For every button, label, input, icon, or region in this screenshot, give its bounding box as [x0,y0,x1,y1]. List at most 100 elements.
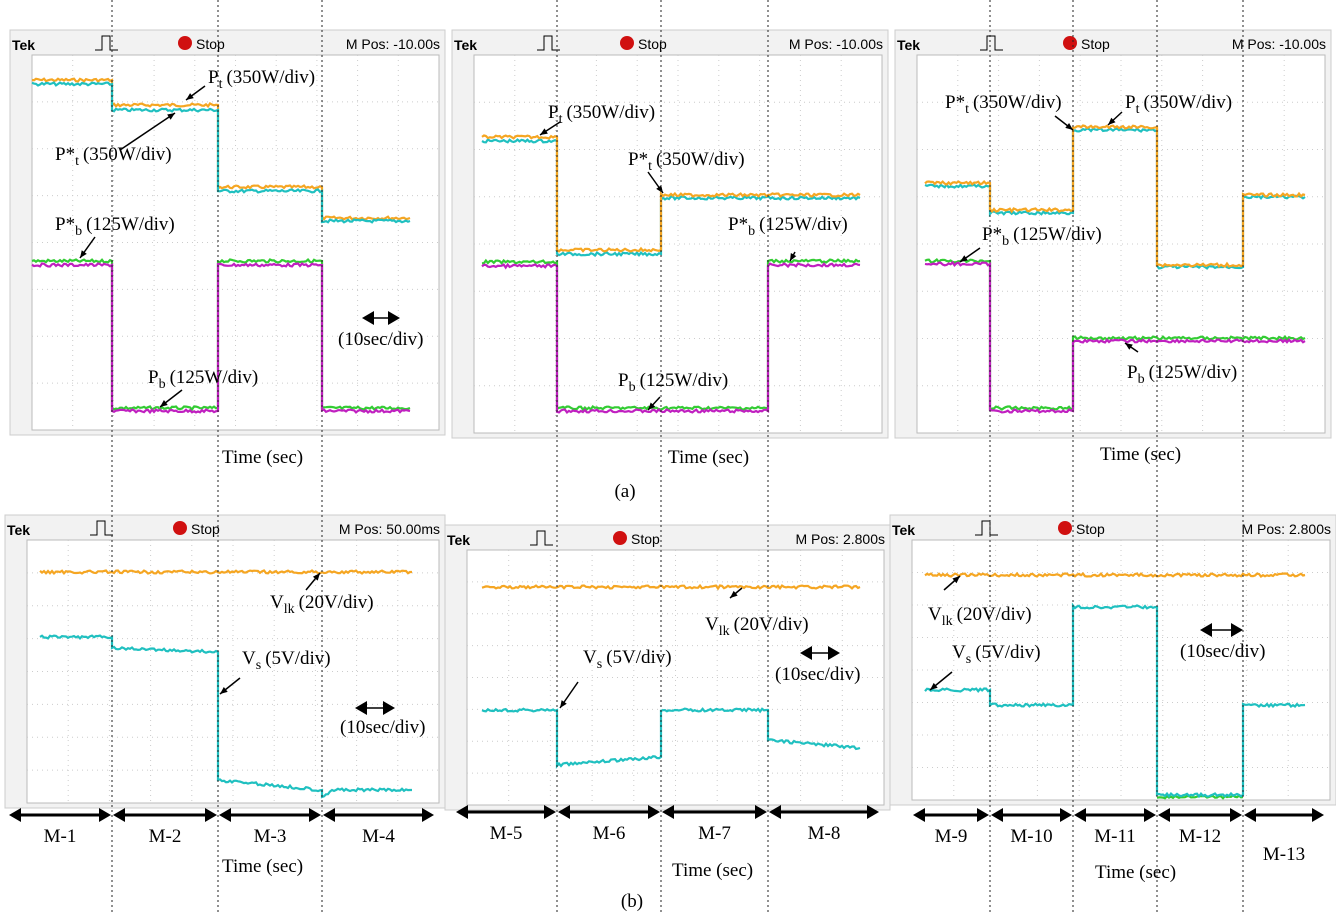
annotation-symbol: V [952,642,966,663]
annotation-scale: (350W/div) [226,67,315,88]
mode-label: M-4 [362,826,395,847]
arrow-head [1060,808,1072,822]
caption: (b) [621,891,643,912]
scope-status: Stop [196,36,225,52]
annotation-scale: (350W/div) [566,102,655,123]
mode-label: M-13 [1263,844,1305,865]
annotation-symbol: P [1127,362,1138,383]
annotation-scale: (125W/div) [1013,224,1102,245]
annotation-symbol: P* [945,92,965,113]
annotation-subscript: lk [284,602,295,617]
arrow-head [113,808,125,822]
annotation-symbol: V [270,592,284,613]
annotation-scale: (5V/div) [265,648,330,669]
annotation-scale: (5V/div) [606,647,671,668]
arrow-head [422,808,434,822]
annotation-scale: (20V/div) [299,592,374,613]
arrow-head [913,808,925,822]
annotation-subscript: lk [719,624,730,639]
annotation-subscript: s [597,657,602,672]
annotation-scale: (350W/div) [973,92,1062,113]
arrow-head [323,808,335,822]
figure: TekStopM Pos: -10.00sPt(350W/div)P*t(350… [0,0,1336,915]
annotation-subscript: t [965,102,969,117]
arrow-head [1230,808,1242,822]
annotation-symbol: V [705,614,719,635]
annotation-scale: (125W/div) [1149,362,1238,383]
scope-position: M Pos: 50.00ms [339,521,440,537]
scope-brand: Tek [454,37,477,53]
annotation-symbol: P [618,370,629,391]
annotation-symbol: P* [55,214,75,235]
mode-label: M-6 [593,823,626,844]
scope-brand: Tek [7,522,30,538]
time-scale: (10sec/div) [338,329,423,350]
scope-status: Stop [638,36,667,52]
annotation-symbol: P [148,367,159,388]
arrow-head [1144,808,1156,822]
annotation-subscript: t [219,77,223,92]
scope-panel: TekStopM Pos: 2.800sVlk(20V/div)Vs(5V/di… [890,515,1336,883]
annotation-scale: (125W/div) [86,214,175,235]
scope-brand: Tek [892,522,915,538]
stop-icon [620,36,634,50]
arrow-head [977,808,989,822]
scope-brand: Tek [897,37,920,53]
annotation-scale: (20V/div) [734,614,809,635]
stop-icon [613,531,627,545]
annotation-scale: (5V/div) [975,642,1040,663]
annotation-symbol: P [1125,92,1136,113]
arrow-head [1074,808,1086,822]
x-axis-label: Time (sec) [672,860,753,881]
arrow-head [219,808,231,822]
mode-label: M-1 [44,826,77,847]
annotation-symbol: P* [55,144,75,165]
annotation-subscript: b [75,224,82,239]
scope-status: Stop [1081,36,1110,52]
arrow-head [1312,808,1324,822]
arrow-head [99,808,111,822]
annotation-scale: (350W/div) [656,149,745,170]
annotation-scale: (350W/div) [83,144,172,165]
annotation-subscript: lk [942,614,953,629]
mode-label: M-7 [698,823,731,844]
scope-position: M Pos: 2.800s [796,531,886,547]
annotation-subscript: s [256,658,261,673]
annotation-subscript: b [1002,234,1009,249]
mode-label: M-8 [808,823,841,844]
annotation-symbol: P [208,67,219,88]
x-axis-label: Time (sec) [222,447,303,468]
stop-icon [178,36,192,50]
mode-label: M-12 [1179,826,1221,847]
arrow-head [309,808,321,822]
time-scale: (10sec/div) [340,717,425,738]
scope-panel: TekStopM Pos: 2.800sVlk(20V/div)Vs(5V/di… [445,525,890,881]
arrow-head [1244,808,1256,822]
arrow-head [991,808,1003,822]
scope-status: Stop [1076,521,1105,537]
scope-status: Stop [191,521,220,537]
annotation-symbol: P* [728,214,748,235]
annotation-scale: (125W/div) [640,370,729,391]
mode-label: M-2 [149,826,182,847]
mode-label: M-5 [490,823,523,844]
scope-position: M Pos: -10.00s [1232,36,1326,52]
annotation-subscript: s [966,652,971,667]
scope-brand: Tek [12,37,35,53]
mode-label: M-11 [1094,826,1136,847]
annotation-subscript: t [1136,102,1140,117]
x-axis-label: Time (sec) [1100,444,1181,465]
arrow-head [205,808,217,822]
arrow-head [9,808,21,822]
stop-icon [173,521,187,535]
annotation-subscript: b [159,377,166,392]
annotation-scale: (125W/div) [759,214,848,235]
scope-position: M Pos: -10.00s [789,36,883,52]
annotation-subscript: b [629,380,636,395]
annotation-subscript: t [75,154,79,169]
mode-label: M-10 [1010,826,1052,847]
annotation-symbol: V [583,647,597,668]
